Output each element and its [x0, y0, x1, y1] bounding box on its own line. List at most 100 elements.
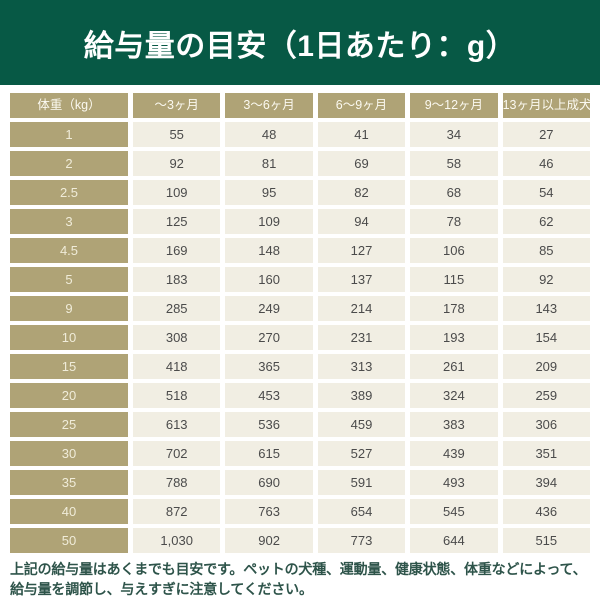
table-row: 9 285 249 214 178 143 [10, 296, 590, 321]
value-cell: 613 [133, 412, 221, 437]
value-cell: 591 [317, 470, 406, 495]
value-cell: 545 [410, 499, 498, 524]
table-row: 35 788 690 591 493 394 [10, 470, 590, 495]
column-header-6-9mo: 6～9ヶ月 [317, 93, 406, 118]
value-cell: 518 [133, 383, 221, 408]
page-title: 給与量の目安（1日あたり：g） [83, 29, 517, 63]
value-cell: 125 [133, 209, 221, 234]
value-cell: 453 [225, 383, 313, 408]
value-cell: 365 [225, 354, 313, 379]
table-row: 2.5 109 95 82 68 54 [10, 180, 590, 205]
weight-cell: 2 [10, 151, 128, 176]
weight-cell: 4.5 [10, 238, 128, 263]
value-cell: 62 [502, 209, 590, 234]
value-cell: 94 [317, 209, 406, 234]
value-cell: 109 [225, 209, 313, 234]
column-header-9-12mo: 9～12ヶ月 [410, 93, 498, 118]
value-cell: 41 [317, 122, 406, 147]
weight-cell: 3 [10, 209, 128, 234]
value-cell: 58 [410, 151, 498, 176]
table-row: 5 183 160 137 115 92 [10, 267, 590, 292]
value-cell: 773 [317, 528, 406, 553]
value-cell: 249 [225, 296, 313, 321]
value-cell: 69 [317, 151, 406, 176]
weight-cell: 40 [10, 499, 128, 524]
value-cell: 46 [502, 151, 590, 176]
value-cell: 178 [410, 296, 498, 321]
value-cell: 1,030 [133, 528, 221, 553]
value-cell: 127 [317, 238, 406, 263]
table-row: 4.5 169 148 127 106 85 [10, 238, 590, 263]
value-cell: 82 [317, 180, 406, 205]
weight-cell: 1 [10, 122, 128, 147]
value-cell: 436 [502, 499, 590, 524]
table-row: 25 613 536 459 383 306 [10, 412, 590, 437]
footer-note: 上記の給与量はあくまでも目安です。ペットの犬種、運動量、健康状態、体重などによっ… [10, 561, 587, 598]
value-cell: 515 [502, 528, 590, 553]
value-cell: 308 [133, 325, 221, 350]
weight-cell: 25 [10, 412, 128, 437]
value-cell: 85 [502, 238, 590, 263]
value-cell: 169 [133, 238, 221, 263]
value-cell: 55 [133, 122, 221, 147]
value-cell: 270 [225, 325, 313, 350]
feeding-table: 体重（kg） ～3ヶ月 3～6ヶ月 6～9ヶ月 9～12ヶ月 13ヶ月以上成犬 … [10, 93, 590, 553]
weight-cell: 50 [10, 528, 128, 553]
value-cell: 54 [502, 180, 590, 205]
column-header-3-6mo: 3～6ヶ月 [225, 93, 313, 118]
value-cell: 788 [133, 470, 221, 495]
value-cell: 902 [225, 528, 313, 553]
value-cell: 68 [410, 180, 498, 205]
value-cell: 261 [410, 354, 498, 379]
value-cell: 306 [502, 412, 590, 437]
value-cell: 654 [317, 499, 406, 524]
value-cell: 183 [133, 267, 221, 292]
column-header-under-3mo: ～3ヶ月 [133, 93, 221, 118]
value-cell: 394 [502, 470, 590, 495]
value-cell: 193 [410, 325, 498, 350]
value-cell: 527 [317, 441, 406, 466]
table-row: 15 418 365 313 261 209 [10, 354, 590, 379]
table-row: 30 702 615 527 439 351 [10, 441, 590, 466]
table-row: 2 92 81 69 58 46 [10, 151, 590, 176]
value-cell: 34 [410, 122, 498, 147]
table-row: 40 872 763 654 545 436 [10, 499, 590, 524]
weight-cell: 10 [10, 325, 128, 350]
value-cell: 536 [225, 412, 313, 437]
value-cell: 109 [133, 180, 221, 205]
value-cell: 389 [317, 383, 406, 408]
table-row: 3 125 109 94 78 62 [10, 209, 590, 234]
column-header-adult-13mo-plus: 13ヶ月以上成犬 [502, 93, 590, 118]
value-cell: 690 [225, 470, 313, 495]
value-cell: 106 [410, 238, 498, 263]
value-cell: 383 [410, 412, 498, 437]
value-cell: 313 [317, 354, 406, 379]
value-cell: 92 [133, 151, 221, 176]
weight-cell: 9 [10, 296, 128, 321]
table-row: 20 518 453 389 324 259 [10, 383, 590, 408]
value-cell: 459 [317, 412, 406, 437]
table-row: 1 55 48 41 34 27 [10, 122, 590, 147]
value-cell: 48 [225, 122, 313, 147]
value-cell: 115 [410, 267, 498, 292]
table-row: 50 1,030 902 773 644 515 [10, 528, 590, 553]
value-cell: 702 [133, 441, 221, 466]
value-cell: 137 [317, 267, 406, 292]
weight-cell: 5 [10, 267, 128, 292]
value-cell: 143 [502, 296, 590, 321]
weight-cell: 20 [10, 383, 128, 408]
header-banner: 給与量の目安（1日あたり：g） [0, 0, 600, 85]
value-cell: 81 [225, 151, 313, 176]
value-cell: 92 [502, 267, 590, 292]
value-cell: 872 [133, 499, 221, 524]
value-cell: 615 [225, 441, 313, 466]
value-cell: 78 [410, 209, 498, 234]
column-header-weight: 体重（kg） [10, 93, 128, 118]
weight-cell: 2.5 [10, 180, 128, 205]
value-cell: 285 [133, 296, 221, 321]
weight-cell: 15 [10, 354, 128, 379]
value-cell: 259 [502, 383, 590, 408]
value-cell: 160 [225, 267, 313, 292]
value-cell: 27 [502, 122, 590, 147]
weight-cell: 35 [10, 470, 128, 495]
